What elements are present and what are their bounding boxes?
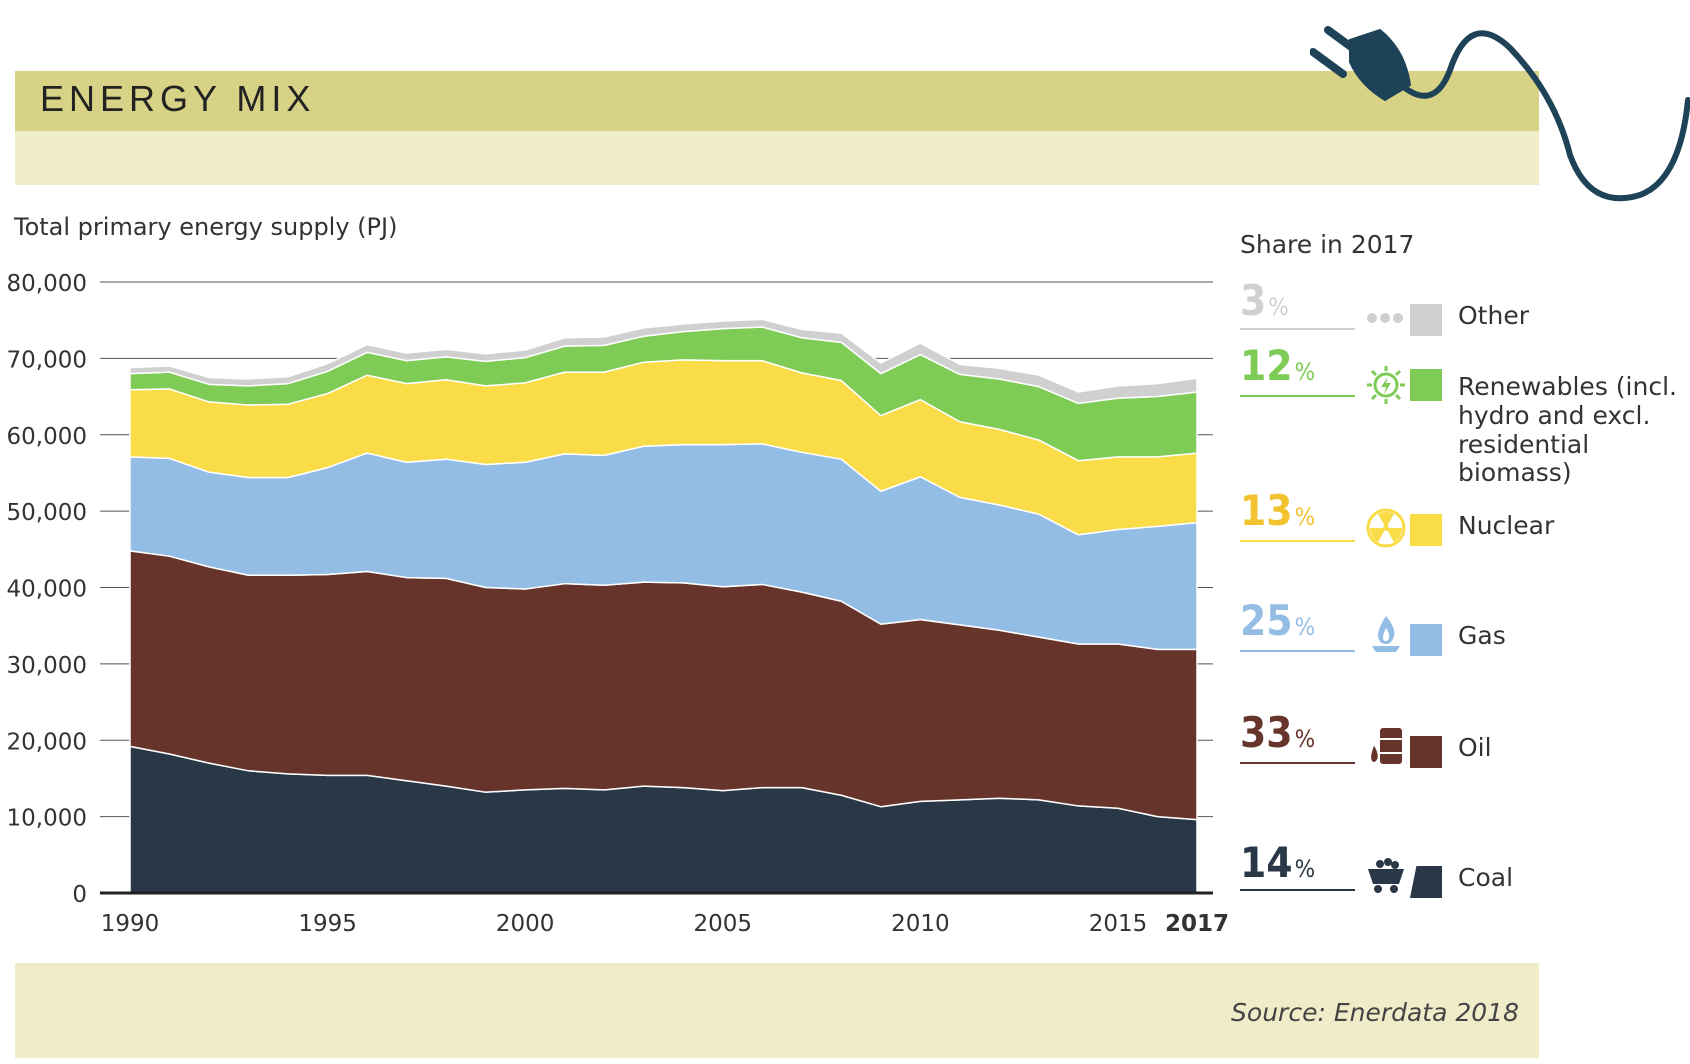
legend-line-gas	[1240, 650, 1355, 652]
legend-label-other: Other	[1458, 301, 1529, 330]
sun-icon	[1367, 366, 1405, 404]
legend-swatch-oil	[1410, 736, 1442, 768]
legend-line-nuclear	[1240, 540, 1355, 542]
y-tick-label: 30,000	[7, 653, 87, 679]
legend-pct-oil: 33%	[1240, 708, 1316, 757]
header-band	[15, 71, 1539, 131]
x-tick-label: 1995	[298, 911, 357, 937]
y-tick-label: 10,000	[7, 806, 87, 832]
legend-swatch-coal	[1410, 866, 1442, 898]
x-tick-label: 2015	[1089, 911, 1148, 937]
legend-label-renewables: Renewables (incl. hydro and excl. reside…	[1458, 372, 1677, 488]
page-title: ENERGY MIX	[40, 78, 316, 119]
y-tick-label: 0	[72, 882, 87, 908]
legend-swatch-gas	[1410, 624, 1442, 656]
legend-line-other	[1240, 328, 1355, 330]
y-tick-label: 40,000	[7, 577, 87, 603]
area-other	[129, 318, 1198, 405]
legend-line-oil	[1240, 762, 1355, 764]
area-series	[129, 318, 1198, 894]
plug-icon	[1310, 26, 1690, 202]
x-tick-label: 2000	[496, 911, 555, 937]
legend-pct-coal: 14%	[1240, 838, 1316, 887]
legend-line-renewables	[1240, 395, 1355, 397]
legend-swatch-nuclear	[1410, 514, 1442, 546]
y-tick-label: 50,000	[7, 500, 87, 526]
legend-swatch-other	[1410, 304, 1442, 336]
flame-icon	[1372, 616, 1400, 652]
x-tick-label: 1990	[101, 911, 160, 937]
y-tick-label: 20,000	[7, 729, 87, 755]
legend-label-oil: Oil	[1458, 733, 1492, 762]
legend-label-coal: Coal	[1458, 863, 1514, 892]
legend-line-coal	[1240, 889, 1355, 891]
x-tick-label: 2017	[1165, 911, 1229, 937]
footer-band	[15, 963, 1539, 1058]
axes: 0 10,000 20,000 30,000 40,000 50,000 60,000 70,…	[7, 271, 1229, 937]
x-tick-label: 2005	[694, 911, 753, 937]
legend-pct-other: 3%	[1240, 276, 1289, 325]
source-note: Source: Enerdata 2018	[1231, 998, 1519, 1027]
legend-pct-renewables: 12%	[1240, 341, 1316, 390]
radiation-icon	[1366, 508, 1406, 548]
y-tick-label: 80,000	[7, 271, 87, 297]
stacked-area-chart: 0 10,000 20,000 30,000 40,000 50,000 60,000 70,…	[7, 271, 1229, 937]
legend-swatch-renewables	[1410, 369, 1442, 401]
barrel-icon	[1369, 728, 1402, 764]
y-tick-label: 70,000	[7, 347, 87, 373]
x-tick-label: 2010	[891, 911, 950, 937]
legend-label-gas: Gas	[1458, 621, 1506, 650]
dots-icon	[1367, 313, 1403, 323]
legend-title: Share in 2017	[1240, 230, 1415, 259]
legend-pct-gas: 25%	[1240, 596, 1316, 645]
legend-label-nuclear: Nuclear	[1458, 511, 1555, 540]
minecart-icon	[1368, 858, 1404, 893]
y-axis-label: Total primary energy supply (PJ)	[14, 213, 398, 241]
legend-pct-nuclear: 13%	[1240, 486, 1316, 535]
y-tick-label: 60,000	[7, 424, 87, 450]
header-subband	[15, 131, 1539, 185]
